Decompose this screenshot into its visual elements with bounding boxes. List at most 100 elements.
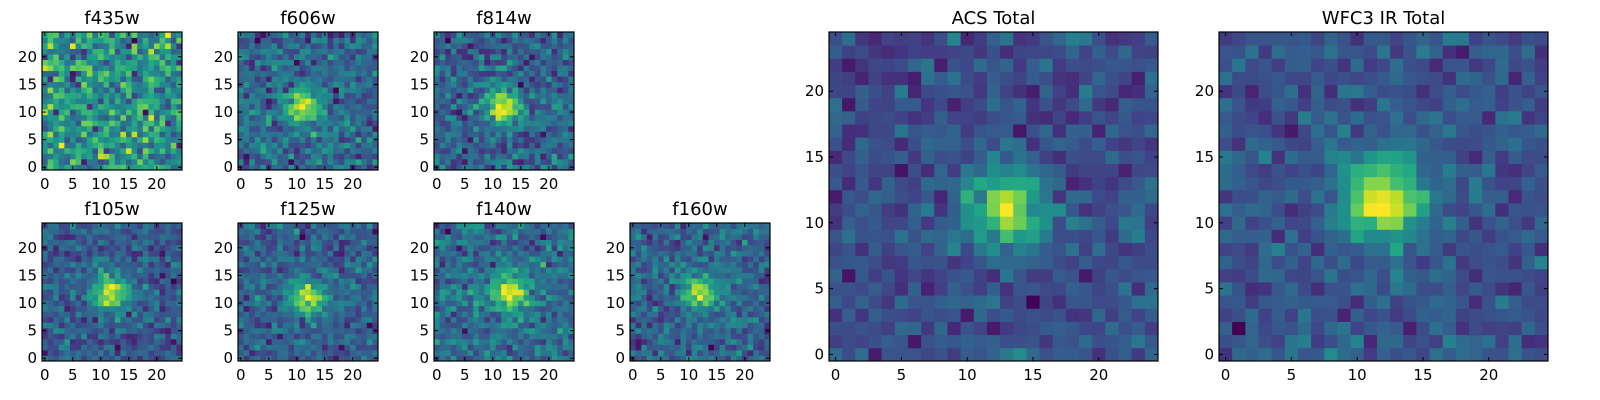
heatmap-cell: [445, 278, 452, 285]
heatmap-cell: [327, 164, 334, 171]
heatmap-cell: [310, 289, 317, 296]
heatmap-cell: [557, 256, 564, 263]
heatmap-cell: [702, 267, 709, 274]
heatmap-cell: [92, 37, 99, 44]
heatmap-cell: [114, 245, 121, 251]
heatmap-cell: [523, 136, 530, 143]
heatmap-cell: [310, 239, 317, 246]
heatmap-cell: [518, 245, 524, 251]
heatmap-cell: [868, 176, 883, 191]
heatmap-cell: [551, 87, 558, 94]
heatmap-cell: [53, 239, 60, 246]
heatmap-cell: [764, 278, 771, 285]
heatmap-cell: [159, 54, 166, 60]
heatmap-cell: [484, 98, 491, 105]
heatmap-cell: [170, 333, 177, 340]
heatmap-cell: [747, 311, 754, 318]
heatmap-cell: [646, 250, 653, 257]
heatmap-cell: [1039, 295, 1054, 309]
heatmap-cell: [131, 256, 138, 263]
heatmap-cell: [697, 289, 704, 296]
heatmap-cell: [434, 92, 440, 99]
heatmap-cell: [103, 333, 110, 340]
heatmap-cell: [669, 278, 676, 285]
heatmap-cell: [1118, 242, 1133, 257]
heatmap-cell: [361, 48, 368, 55]
heatmap-cell: [1013, 229, 1027, 243]
x-tick-label: 5: [68, 175, 78, 193]
heatmap-cell: [310, 147, 317, 154]
heatmap-cell: [243, 344, 250, 351]
heatmap-cell: [456, 136, 463, 143]
heatmap-cell: [523, 349, 530, 356]
heatmap-cell: [658, 272, 664, 279]
heatmap-cell: [512, 294, 519, 301]
heatmap-cell: [103, 228, 110, 235]
heatmap-cell: [434, 125, 440, 132]
heatmap-cell: [266, 228, 272, 235]
heatmap-cell: [316, 355, 323, 362]
heatmap-cell: [350, 256, 356, 263]
heatmap-cell: [310, 234, 317, 240]
heatmap-cell: [305, 87, 312, 94]
heatmap-cell: [305, 283, 312, 290]
heatmap-cell: [47, 349, 54, 356]
heatmap-cell: [120, 327, 127, 334]
heatmap-cell: [92, 289, 99, 296]
heatmap-cell: [501, 164, 508, 171]
heatmap-cell: [86, 316, 93, 323]
heatmap-cell: [254, 164, 261, 171]
heatmap-cell: [540, 114, 547, 121]
heatmap-cell: [747, 338, 754, 345]
heatmap-cell: [456, 103, 463, 110]
heatmap-cell: [1079, 282, 1093, 296]
heatmap-cell: [154, 311, 160, 318]
heatmap-cell: [725, 250, 732, 257]
heatmap-cell: [344, 316, 351, 323]
heatmap-cell: [529, 70, 536, 77]
heatmap-cell: [562, 158, 569, 165]
heatmap-cell: [674, 349, 681, 356]
heatmap-cell: [973, 229, 988, 243]
heatmap-cell: [277, 59, 284, 66]
heatmap-cell: [478, 81, 485, 88]
heatmap-cell: [445, 349, 452, 356]
heatmap-cell: [64, 245, 71, 251]
heatmap-cell: [310, 142, 317, 149]
heatmap-cell: [109, 349, 116, 356]
heatmap-cell: [663, 234, 670, 240]
heatmap-cell: [271, 300, 278, 307]
heatmap-cell: [70, 48, 76, 55]
heatmap-cell: [333, 103, 340, 110]
heatmap-cell: [641, 261, 648, 268]
heatmap-cell: [64, 142, 71, 149]
heatmap-cell: [70, 120, 76, 127]
heatmap-cell: [170, 142, 177, 149]
heatmap-cell: [75, 81, 82, 88]
heatmap-cell: [148, 311, 155, 318]
heatmap-cell: [1000, 308, 1014, 322]
heatmap-cell: [154, 316, 160, 323]
heatmap-cell: [562, 131, 569, 138]
heatmap-cell: [148, 81, 155, 88]
heatmap-cell: [148, 103, 155, 110]
heatmap-cell: [450, 87, 457, 94]
heatmap-cell: [490, 37, 496, 44]
heatmap-cell: [81, 164, 88, 171]
heatmap-cell: [1065, 268, 1080, 283]
heatmap-cell: [322, 125, 328, 132]
heatmap-cell: [730, 234, 737, 240]
heatmap-cell: [176, 92, 183, 99]
heatmap-cell: [310, 272, 317, 279]
heatmap-cell: [126, 300, 132, 307]
heatmap-cell: [75, 322, 82, 329]
heatmap-cell: [506, 136, 513, 143]
heatmap-cell: [47, 164, 54, 171]
heatmap-cell: [131, 136, 138, 143]
heatmap-cell: [344, 142, 351, 149]
heatmap-cell: [467, 349, 474, 356]
heatmap-cell: [758, 261, 765, 268]
heatmap-cell: [501, 344, 508, 351]
heatmap-cell: [109, 114, 116, 121]
heatmap-cell: [1039, 163, 1054, 178]
